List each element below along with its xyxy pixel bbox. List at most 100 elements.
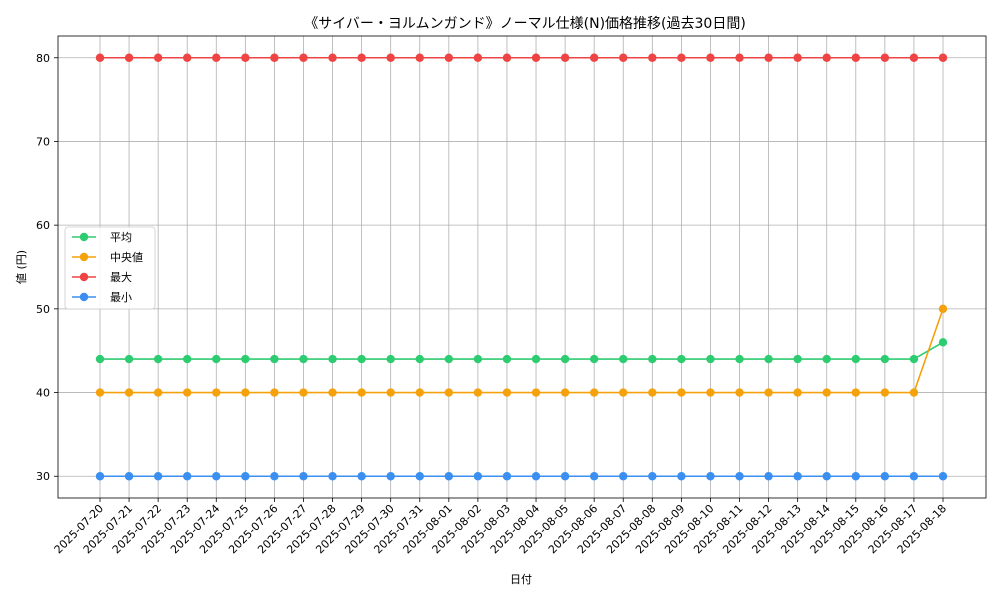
data-point [299, 472, 308, 481]
data-point [357, 472, 366, 481]
data-point [793, 472, 802, 481]
data-point [212, 53, 221, 62]
data-point [386, 354, 395, 364]
data-point [909, 354, 919, 364]
series-layer [95, 53, 948, 481]
series-0 [95, 338, 948, 364]
data-point [677, 388, 686, 397]
data-point [95, 354, 105, 364]
data-point [95, 472, 105, 481]
data-point [124, 53, 134, 62]
data-point [677, 472, 686, 481]
data-point [619, 472, 628, 481]
x-axis-label: 日付 [510, 573, 532, 586]
data-point [502, 472, 512, 481]
data-point [502, 354, 512, 364]
data-point [386, 388, 395, 397]
data-point [153, 53, 163, 62]
data-point [153, 472, 163, 481]
data-point [241, 388, 250, 397]
legend-label: 最大 [110, 270, 132, 284]
legend-marker [79, 252, 89, 262]
legend-marker [79, 272, 89, 282]
data-point [270, 472, 279, 481]
data-point [357, 53, 366, 62]
data-point [589, 388, 599, 397]
data-point [793, 53, 802, 62]
data-point [531, 354, 541, 364]
data-point [938, 472, 948, 481]
data-point [560, 53, 570, 62]
data-point [299, 53, 308, 62]
plot-frame [57, 35, 987, 499]
data-point [764, 354, 773, 364]
data-point [735, 472, 744, 481]
series-line [100, 341, 944, 360]
data-point [241, 472, 250, 481]
data-point [822, 472, 831, 481]
data-point [735, 388, 744, 397]
data-point [909, 472, 919, 481]
data-point [473, 354, 483, 364]
data-point [328, 53, 337, 62]
data-point [415, 388, 424, 397]
data-point [270, 388, 279, 397]
data-point [880, 388, 890, 397]
y-tick-label: 50 [36, 303, 50, 316]
data-point [502, 53, 512, 62]
data-point [706, 472, 715, 481]
legend-label: 最小 [110, 291, 132, 304]
data-point [648, 53, 657, 62]
data-point [299, 354, 308, 364]
y-axis-label: 値 (円) [15, 250, 28, 284]
data-point [531, 53, 541, 62]
data-point [357, 354, 366, 364]
y-tick-label: 80 [36, 52, 50, 65]
data-point [648, 388, 657, 397]
data-point [502, 388, 512, 397]
data-point [183, 354, 192, 364]
data-point [212, 354, 221, 364]
data-point [328, 354, 337, 364]
data-point [938, 53, 948, 62]
data-point [589, 354, 599, 364]
data-point [880, 53, 890, 62]
data-point [851, 472, 860, 481]
data-point [357, 388, 366, 397]
data-point [822, 53, 831, 62]
data-point [444, 388, 454, 397]
data-point [735, 354, 744, 364]
data-point [124, 388, 134, 397]
data-point [560, 472, 570, 481]
data-point [95, 53, 105, 62]
data-point [706, 53, 715, 62]
legend-marker [79, 292, 89, 302]
data-point [822, 354, 831, 364]
data-point [386, 472, 395, 481]
data-point [415, 53, 424, 62]
data-point [212, 388, 221, 397]
data-point [851, 354, 860, 364]
data-point [938, 304, 948, 314]
data-point [822, 388, 831, 397]
data-point [270, 53, 279, 62]
legend-marker [79, 232, 89, 242]
y-tick-label: 60 [36, 219, 50, 232]
data-point [909, 388, 919, 397]
data-point [444, 472, 454, 481]
data-point [677, 354, 686, 364]
data-point [415, 472, 424, 481]
data-point [880, 472, 890, 481]
data-point [241, 354, 250, 364]
data-point [677, 53, 686, 62]
y-tick-label: 40 [36, 387, 50, 400]
data-point [299, 388, 308, 397]
chart-title: 《サイバー・ヨルムンガンド》ノーマル仕様(N)価格推移(過去30日間) [304, 16, 746, 32]
data-point [706, 388, 715, 397]
data-point [183, 53, 192, 62]
data-point [328, 388, 337, 397]
legend-label: 平均 [110, 231, 132, 244]
data-point [473, 388, 483, 397]
